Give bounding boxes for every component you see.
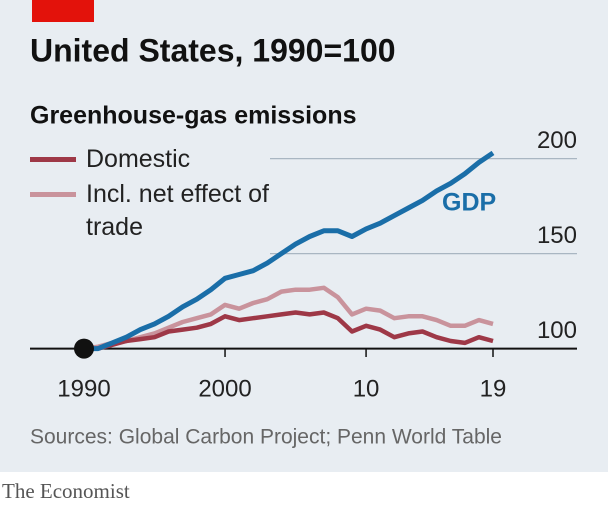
- x-tick-label: 1990: [57, 375, 110, 402]
- legend-item: Incl. net effect of trade: [30, 178, 276, 244]
- origin-dot: [74, 338, 94, 359]
- x-tick-label: 2000: [198, 375, 251, 402]
- x-tick-label: 10: [353, 375, 380, 402]
- legend-label: Domestic: [86, 145, 191, 173]
- y-tick-label: 200: [537, 127, 577, 154]
- y-tick-label: 150: [537, 222, 577, 249]
- x-tick-label: 19: [480, 375, 507, 402]
- y-tick-label: 100: [537, 317, 577, 344]
- background: [0, 0, 608, 472]
- legend-swatch: [30, 157, 76, 162]
- brand-tag: [32, 0, 94, 22]
- chart-subtitle: Greenhouse-gas emissions: [30, 102, 357, 130]
- series-line: [83, 285, 494, 351]
- series-line: [84, 150, 495, 352]
- legend: Domestic Incl. net effect of trade: [30, 143, 276, 246]
- legend-item: Domestic: [30, 143, 276, 176]
- source: Sources: Global Carbon Project; Penn Wor…: [30, 426, 502, 449]
- legend-swatch: [30, 192, 76, 197]
- series-label: GDP: [442, 189, 496, 217]
- legend-label: Incl. net effect of trade: [86, 180, 269, 241]
- chart-title: United States, 1990=100: [30, 32, 396, 68]
- publisher: The Economist: [2, 479, 130, 503]
- series-line: [84, 310, 494, 351]
